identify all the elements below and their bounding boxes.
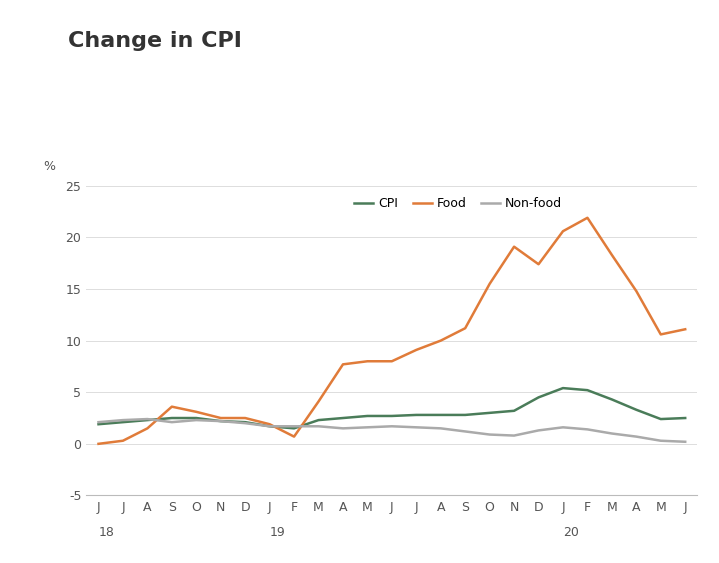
Text: Change in CPI: Change in CPI bbox=[68, 31, 242, 51]
Text: 18: 18 bbox=[99, 526, 114, 539]
Text: 19: 19 bbox=[270, 526, 285, 539]
Text: %: % bbox=[43, 160, 55, 173]
Text: 20: 20 bbox=[563, 526, 579, 539]
Legend: CPI, Food, Non-food: CPI, Food, Non-food bbox=[349, 192, 567, 215]
